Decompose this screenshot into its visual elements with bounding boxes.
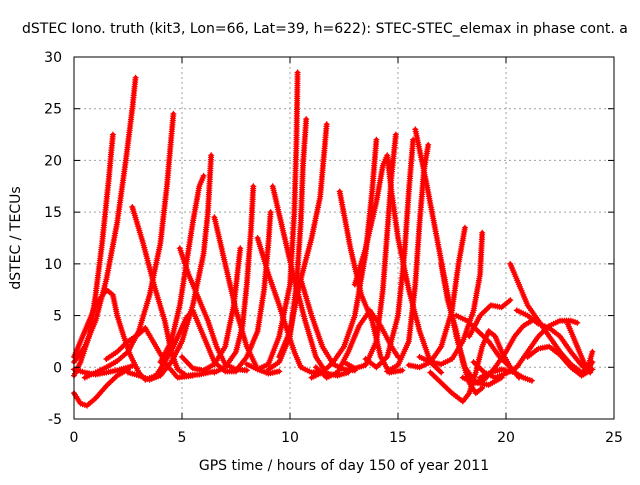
series-markers [157,172,207,366]
data-series [524,343,596,379]
data-series [157,172,207,366]
data-series [71,74,139,366]
y-tick-label: 10 [44,257,62,273]
data-series [513,307,594,376]
data-series [308,136,380,381]
y-tick-label: -5 [48,412,62,428]
x-axis-label: GPS time / hours of day 150 of year 2011 [199,458,489,474]
x-tick-label: 5 [178,430,187,446]
series-markers [563,317,596,373]
series-markers [211,183,257,376]
data-series [81,110,177,381]
x-tick-label: 0 [70,430,79,446]
series-markers [477,366,535,384]
series-markers [362,136,417,371]
data-series [563,317,596,373]
series-markers [466,297,514,340]
y-tick-label: 30 [44,50,62,66]
y-tick-label: 5 [53,309,62,325]
y-tick-label: 15 [44,205,62,221]
plot-area [71,69,596,409]
data-series [477,366,535,384]
y-tick-label: 25 [44,102,62,118]
data-series [362,136,417,371]
y-tick-label: 0 [53,360,62,376]
series-markers [125,152,215,383]
y-tick-label: 20 [44,153,62,169]
data-series [312,307,401,381]
data-series [211,183,257,376]
series-markers [513,307,594,376]
x-tick-label: 20 [497,430,515,446]
axis-ticks: 0 5 10 15 20 25 -5 0 5 10 15 20 25 30 [44,50,623,446]
y-axis-label: dSTEC / TECUs [8,186,24,289]
x-tick-label: 10 [281,430,299,446]
plot-frame [73,56,615,420]
series-markers [427,328,514,405]
chart-title: dSTEC Iono. truth (kit3, Lon=66, Lat=39,… [22,21,628,37]
data-series [466,297,514,340]
series-markers [524,343,596,379]
series-markers [243,69,301,373]
x-tick-label: 15 [389,430,407,446]
series-trace [417,230,485,367]
data-series [243,69,301,373]
data-series [125,152,215,383]
x-tick-label: 25 [605,430,623,446]
data-series [427,328,514,405]
